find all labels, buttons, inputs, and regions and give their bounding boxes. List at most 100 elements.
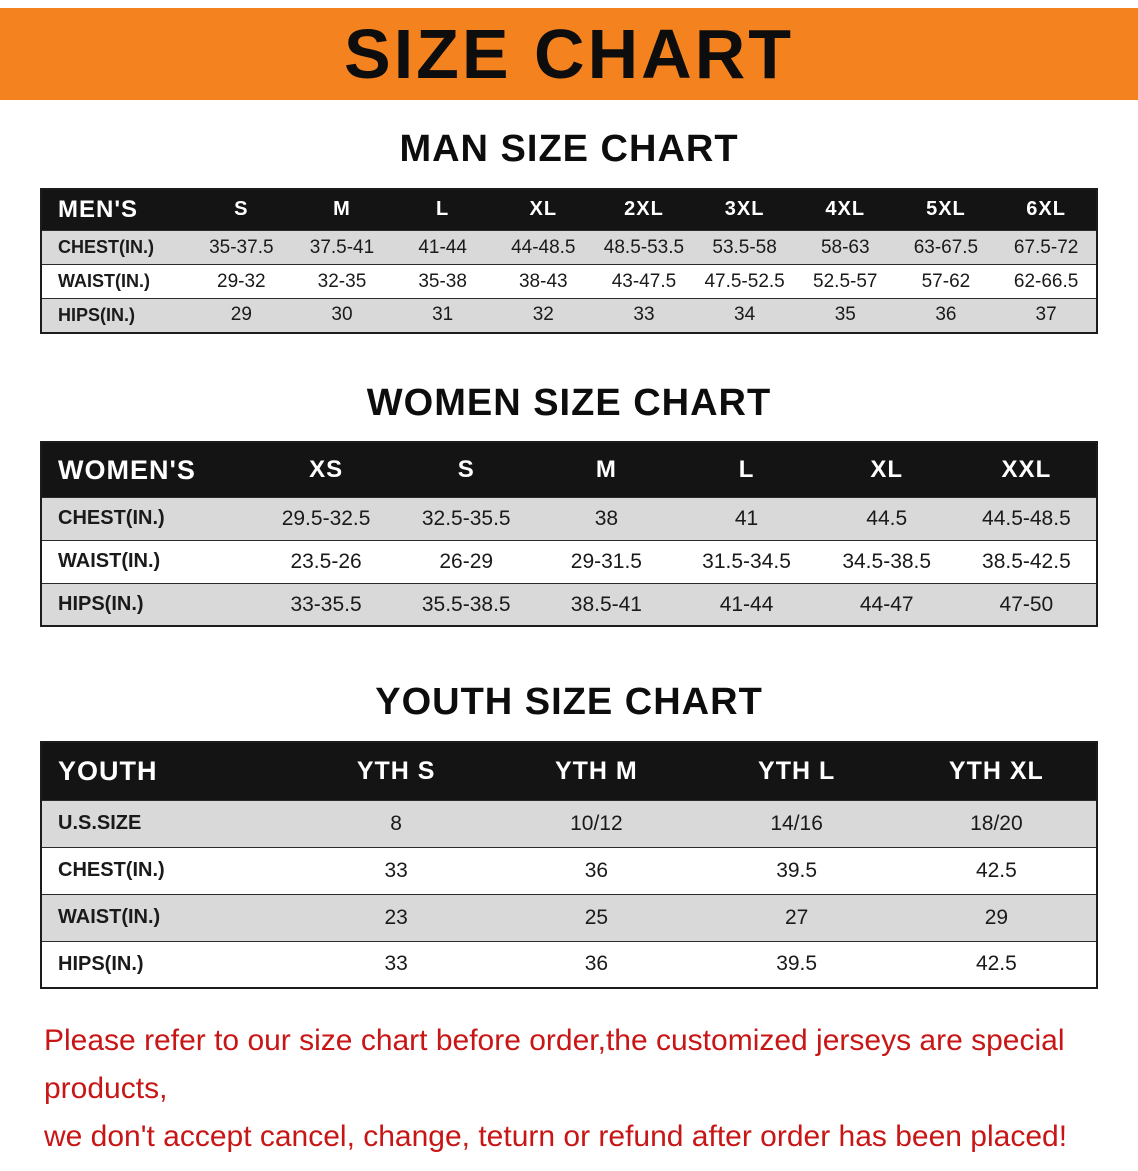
youth-table-title: YOUTH [41, 742, 296, 801]
youth-section-heading: YOUTH SIZE CHART [375, 681, 763, 724]
womens-size-col-l: L [676, 442, 817, 498]
value-cell: 10/12 [570, 811, 623, 835]
value-cell: 36 [935, 304, 957, 326]
value-cell: 36 [584, 952, 609, 976]
womens-size-table: WOMEN'S XS S M L XL XXL CHEST(IN.) 29.5-32.5 32.5… [40, 441, 1098, 628]
womens-size-col-xl: XL [816, 442, 957, 498]
youth-header-row: YOUTH YTH S YTH M YTH L YTH XL [41, 742, 1097, 801]
footer-notice: Please refer to our size chart before or… [0, 1017, 1138, 1171]
womens-size-col-m: M [536, 442, 677, 498]
value-cell: 33 [633, 304, 655, 326]
value-cell: 58-63 [820, 236, 870, 258]
mens-table-title: MEN'S [41, 188, 191, 231]
womens-section-heading: WOMEN SIZE CHART [366, 381, 772, 424]
mens-size-col-3xl: 3XL [694, 188, 795, 231]
mens-size-col-4xl: 4XL [794, 188, 896, 231]
row-label: WAIST(IN.) [58, 271, 150, 292]
value-cell: 47.5-52.5 [704, 270, 785, 292]
value-cell: 30 [331, 304, 353, 326]
womens-section: WOMEN SIZE CHART WOMEN'S XS S M L XL XXL CHEST(… [0, 382, 1138, 628]
row-label: WAIST(IN.) [58, 550, 161, 573]
mens-size-col-s: S [191, 188, 292, 231]
youth-size-col-yth-s: YTH S [296, 742, 497, 801]
value-cell: 33 [384, 858, 408, 882]
notice-line-1: Please refer to our size chart before or… [44, 1024, 1065, 1106]
youth-row-chest-in: CHEST(IN.) 33 36 39.5 42.5 [41, 847, 1097, 895]
value-cell: 44-47 [859, 592, 914, 616]
value-cell: 44-48.5 [511, 236, 576, 258]
row-label: U.S.SIZE [58, 812, 142, 835]
value-cell: 63-67.5 [913, 236, 979, 258]
value-cell: 8 [390, 811, 402, 835]
youth-row-hips-in: HIPS(IN.) 33 36 39.5 42.5 [41, 941, 1097, 989]
value-cell: 39.5 [776, 952, 818, 976]
value-cell: 35.5-38.5 [421, 592, 511, 616]
row-label: WAIST(IN.) [58, 906, 161, 929]
youth-size-table: YOUTH YTH S YTH M YTH L YTH XL U.S.SIZE 8 10/12… [40, 741, 1098, 990]
value-cell: 62-66.5 [1013, 270, 1079, 292]
womens-size-col-s: S [396, 442, 537, 498]
value-cell: 38-43 [518, 270, 568, 292]
value-cell: 53.5-58 [712, 236, 777, 258]
womens-row-chest-in: CHEST(IN.) 29.5-32.5 32.5-35.5 38 41 44.5 44.5… [41, 497, 1097, 541]
mens-header-row: MEN'S S M L XL 2XL 3XL 4XL 5XL 6XL [41, 188, 1097, 231]
youth-size-col-yth-m: YTH M [496, 742, 697, 801]
value-cell: 42.5 [975, 952, 1017, 976]
womens-size-col-xs: XS [256, 442, 397, 498]
value-cell: 27 [784, 905, 809, 929]
value-cell: 14/16 [770, 811, 823, 835]
row-label: CHEST(IN.) [58, 237, 154, 258]
value-cell: 31.5-34.5 [702, 549, 791, 573]
value-cell: 42.5 [975, 858, 1017, 882]
value-cell: 18/20 [970, 811, 1023, 835]
womens-header-row: WOMEN'S XS S M L XL XXL [41, 442, 1097, 498]
value-cell: 35 [834, 304, 856, 326]
value-cell: 39.5 [776, 858, 818, 882]
womens-row-hips-in: HIPS(IN.) 33-35.5 35.5-38.5 38.5-41 41-44 44-… [41, 583, 1097, 627]
value-cell: 23.5-26 [290, 549, 362, 573]
womens-table-title: WOMEN'S [41, 442, 256, 498]
mens-size-col-m: M [291, 188, 393, 231]
value-cell: 38.5-41 [570, 592, 642, 616]
value-cell: 43-47.5 [611, 270, 677, 292]
value-cell: 32-35 [317, 270, 367, 292]
mens-row-hips-in: HIPS(IN.) 29 30 31 32 33 34 35 36 37 [41, 298, 1097, 333]
banner: SIZE CHART [0, 8, 1138, 100]
youth-section: YOUTH SIZE CHART YOUTH YTH S YTH M YTH L YTH… [0, 681, 1138, 990]
youth-row-waist-in: WAIST(IN.) 23 25 27 29 [41, 894, 1097, 942]
mens-row-waist-in: WAIST(IN.) 29-32 32-35 35-38 38-43 43-47.5 47.… [41, 264, 1097, 299]
value-cell: 36 [584, 858, 609, 882]
mens-size-table: MEN'S S M L XL 2XL 3XL 4XL 5XL 6XL CHEST(IN.) 35-37… [40, 187, 1098, 334]
value-cell: 29-31.5 [570, 549, 642, 573]
mens-section: MAN SIZE CHART MEN'S S M L XL 2XL 3XL 4XL 5XL 6XL… [0, 128, 1138, 334]
value-cell: 29-32 [217, 270, 266, 292]
mens-row-chest-in: CHEST(IN.) 35-37.5 37.5-41 41-44 44-48.5 48.5… [41, 230, 1097, 265]
value-cell: 33 [384, 952, 408, 976]
womens-size-col-xxl: XXL [956, 442, 1097, 498]
row-label: CHEST(IN.) [58, 507, 165, 530]
mens-size-col-5xl: 5XL [895, 188, 997, 231]
value-cell: 47-50 [999, 592, 1054, 616]
value-cell: 38.5-42.5 [982, 549, 1071, 573]
value-cell: 37.5-41 [309, 236, 375, 258]
value-cell: 29 [984, 905, 1009, 929]
row-label: HIPS(IN.) [58, 593, 144, 616]
youth-row-u-s-size: U.S.SIZE 8 10/12 14/16 18/20 [41, 800, 1097, 848]
mens-section-heading: MAN SIZE CHART [399, 128, 739, 170]
page-title: SIZE CHART [344, 15, 794, 93]
mens-size-col-l: L [392, 188, 493, 231]
notice-line-2: we don't accept cancel, change, teturn o… [44, 1120, 1068, 1154]
mens-size-col-6xl: 6XL [996, 188, 1097, 231]
value-cell: 35-37.5 [209, 236, 274, 258]
youth-size-col-yth-xl: YTH XL [896, 742, 1097, 801]
womens-row-waist-in: WAIST(IN.) 23.5-26 26-29 29-31.5 31.5-34.5 34… [41, 540, 1097, 584]
youth-size-col-yth-l: YTH L [696, 742, 897, 801]
value-cell: 34.5-38.5 [842, 549, 932, 573]
value-cell: 29.5-32.5 [281, 506, 371, 530]
value-cell: 48.5-53.5 [603, 236, 685, 258]
mens-size-col-xl: XL [492, 188, 594, 231]
value-cell: 37 [1035, 304, 1057, 326]
value-cell: 23 [384, 905, 408, 929]
value-cell: 41 [734, 506, 759, 530]
